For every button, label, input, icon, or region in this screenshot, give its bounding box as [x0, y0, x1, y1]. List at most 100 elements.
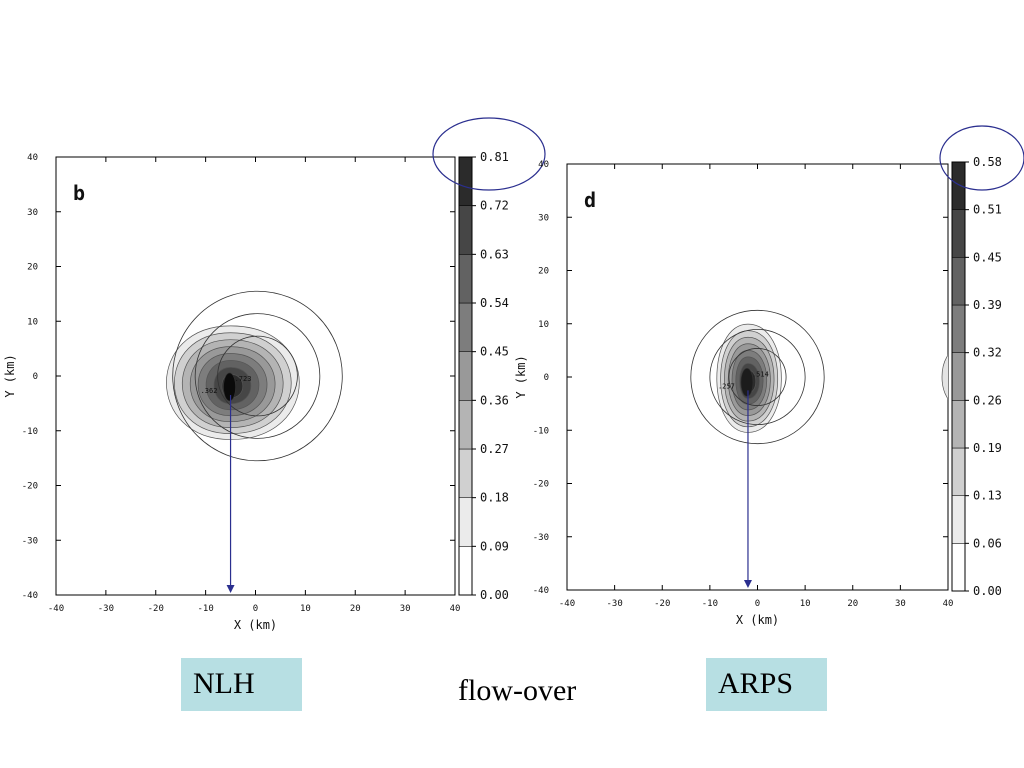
- y-tick-label: 40: [27, 153, 38, 163]
- x-tick-label: 10: [800, 599, 811, 609]
- colorbar-segment: [951, 352, 966, 401]
- colorbar-tick-label: 0.26: [973, 393, 1002, 407]
- x-tick-label: -10: [702, 599, 718, 609]
- colorbar-tick-label: 0.09: [480, 539, 509, 553]
- colorbar-segment: [458, 205, 473, 255]
- colorbar-segment: [458, 351, 473, 401]
- colorbar-tick-label: 0.18: [480, 491, 509, 505]
- colorbar-tick-label: 0.36: [480, 393, 509, 407]
- y-tick-label: -30: [22, 536, 38, 546]
- x-axis-label: X (km): [234, 618, 277, 632]
- y-tick-label: 10: [538, 320, 549, 330]
- contour-core: [740, 368, 754, 397]
- y-tick-label: 0: [33, 372, 38, 382]
- panel-letter: b: [73, 181, 85, 205]
- colorbar-frame: [458, 156, 473, 596]
- terrain-ring: [690, 309, 825, 445]
- colorbar-tick-label: 0.00: [973, 584, 1002, 598]
- colorbar-tick-label: 0.63: [480, 247, 509, 261]
- y-tick-label: -10: [22, 427, 38, 437]
- colorbar-tick-label: 0.32: [973, 346, 1002, 360]
- contour-label: .362: [201, 387, 218, 395]
- y-tick-label: -40: [22, 591, 38, 601]
- model-label-arps: ARPS: [706, 658, 827, 711]
- y-tick-label: 30: [538, 213, 549, 223]
- x-tick-label: -20: [654, 599, 670, 609]
- colorbar-tick-label: 0.45: [973, 250, 1002, 264]
- annotation-arrowhead: [226, 585, 235, 593]
- terrain-ring: [217, 335, 298, 417]
- colorbar-segment: [458, 448, 473, 498]
- colorbar-tick-label: 0.54: [480, 296, 509, 310]
- x-tick-label: -10: [197, 604, 213, 614]
- x-tick-label: -30: [606, 599, 622, 609]
- colorbar-segment: [458, 400, 473, 450]
- annotation-arrowhead: [743, 580, 752, 588]
- colorbar-tick-label: 0.19: [973, 441, 1002, 455]
- y-tick-label: 40: [538, 160, 549, 170]
- colorbar-segment: [458, 302, 473, 352]
- colorbar-tick-label: 0.13: [973, 489, 1002, 503]
- colorbar-segment: [951, 543, 966, 592]
- colorbar-tick-label: 0.51: [973, 203, 1002, 217]
- x-tick-label: 0: [755, 599, 760, 609]
- colorbar-tick-label: 0.39: [973, 298, 1002, 312]
- terrain-ring: [172, 290, 343, 462]
- max-level-highlight: [939, 125, 1024, 191]
- x-tick-label: 40: [450, 604, 461, 614]
- model-label-nlh: NLH: [181, 658, 302, 711]
- y-axis-label: Y (km): [3, 354, 17, 397]
- x-tick-label: 30: [895, 599, 906, 609]
- y-tick-label: -20: [533, 480, 549, 490]
- panel-b: -40 -30 -20 -10 0 10 20 30 40 -40 -30 -20 -10 0 10 20 30…: [3, 117, 546, 632]
- x-tick-label: -20: [148, 604, 164, 614]
- x-tick-label: 10: [300, 604, 311, 614]
- y-tick-label: -30: [533, 533, 549, 543]
- contour-label: .257: [718, 382, 735, 390]
- contour-label: .514: [752, 370, 769, 378]
- x-tick-label: 40: [943, 599, 954, 609]
- contour-edge-band: [941, 354, 948, 400]
- colorbar-frame: [951, 161, 966, 592]
- contour-core: [223, 372, 236, 402]
- max-level-highlight: [432, 117, 546, 191]
- x-axis-label: X (km): [736, 613, 779, 627]
- colorbar-tick-label: 0.45: [480, 345, 509, 359]
- caption: flow-over: [458, 674, 577, 707]
- colorbar-segment: [951, 400, 966, 449]
- colorbar-tick-label: 0.58: [973, 155, 1002, 169]
- y-tick-label: 30: [27, 208, 38, 218]
- colorbar-tick-label: 0.72: [480, 199, 509, 213]
- contour-field: [166, 290, 343, 462]
- colorbar-tick-label: 0.06: [973, 536, 1002, 550]
- x-tick-label: -40: [559, 599, 575, 609]
- y-axis-label: Y (km): [514, 355, 528, 398]
- x-tick-label: 30: [400, 604, 411, 614]
- panel-letter: d: [584, 188, 596, 212]
- terrain-ring: [728, 348, 787, 406]
- colorbar-segment: [458, 497, 473, 547]
- colorbar-tick-label: 0.27: [480, 442, 509, 456]
- colorbar-tick-label: 0.81: [480, 150, 509, 164]
- colorbar-segment: [951, 257, 966, 306]
- x-tick-label: 0: [253, 604, 258, 614]
- colorbar-segment: [951, 304, 966, 353]
- panel-d: -40 -30 -20 -10 0 10 20 30 40 -40 -30 -20 -10 0 10 20 30…: [514, 125, 1024, 627]
- x-tick-label: -40: [48, 604, 64, 614]
- x-tick-label: -30: [98, 604, 114, 614]
- x-tick-label: 20: [847, 599, 858, 609]
- colorbar-segment: [951, 209, 966, 258]
- y-tick-label: 0: [544, 373, 549, 383]
- x-tick-label: 20: [350, 604, 361, 614]
- terrain-ring: [709, 328, 806, 426]
- colorbar-segment: [951, 447, 966, 496]
- colorbar-segment: [951, 495, 966, 544]
- y-tick-label: -40: [533, 586, 549, 596]
- colorbar-segment: [458, 254, 473, 304]
- y-tick-label: 20: [27, 263, 38, 273]
- y-tick-label: 10: [27, 317, 38, 327]
- y-tick-label: -10: [533, 426, 549, 436]
- contour-label: .723: [235, 375, 252, 383]
- y-tick-label: 20: [538, 267, 549, 277]
